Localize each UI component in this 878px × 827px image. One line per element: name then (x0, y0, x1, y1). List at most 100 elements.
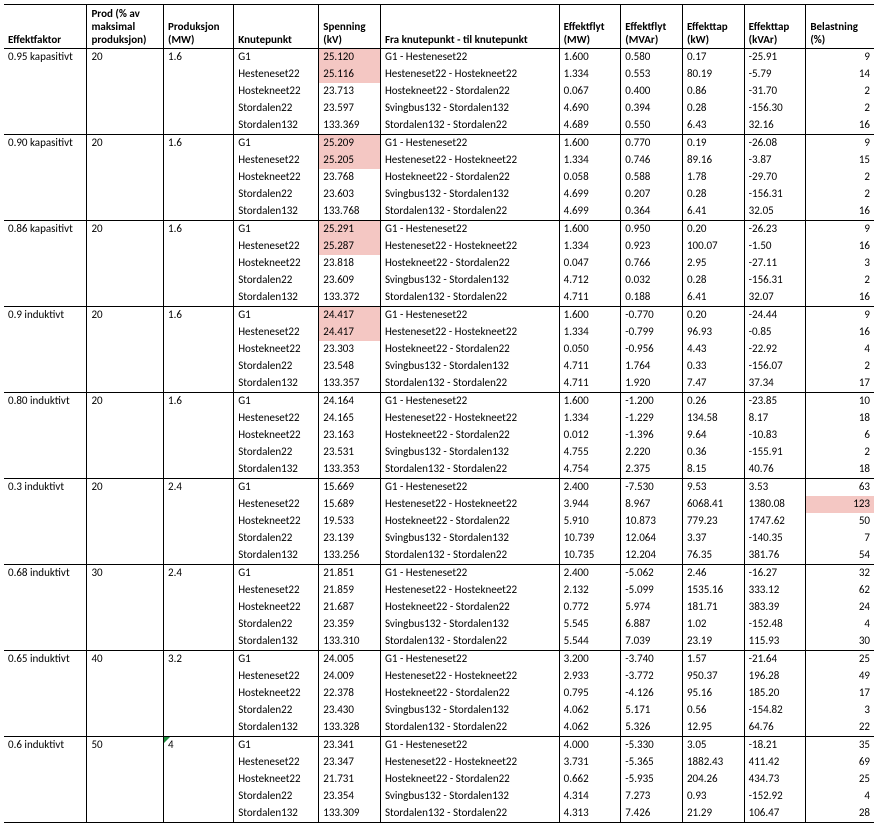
cell-fra-til: Hostekneet22 - Stordalen22 (380, 341, 559, 358)
cell-belastning: 17 (806, 685, 874, 702)
cell-effekttap-kvar: 434.73 (744, 771, 806, 788)
cell-prod-mw: 2.4 (164, 479, 234, 497)
cell-knutepunkt: Hostekneet22 (234, 341, 319, 358)
cell-prod-pct (87, 461, 164, 479)
cell-effektflyt-mvar: 0.188 (621, 289, 683, 307)
cell-fra-til: Hesteneset22 - Hostekneet22 (380, 582, 559, 599)
cell-belastning: 32 (806, 565, 874, 583)
cell-effektfaktor (4, 289, 87, 307)
cell-knutepunkt: Hesteneset22 (234, 66, 319, 83)
cell-knutepunkt: Hostekneet22 (234, 513, 319, 530)
cell-effektflyt-mw: 1.600 (559, 49, 621, 67)
cell-knutepunkt: Stordalen22 (234, 616, 319, 633)
cell-prod-pct (87, 719, 164, 737)
cell-effektflyt-mw: 10.739 (559, 530, 621, 547)
table-row: Hesteneset2224.009Hesteneset22 - Hostekn… (4, 668, 874, 685)
cell-fra-til: Hostekneet22 - Stordalen22 (380, 685, 559, 702)
cell-fra-til: Svingbus132 - Stordalen132 (380, 272, 559, 289)
cell-belastning: 2 (806, 169, 874, 186)
cell-effektflyt-mw: 4.711 (559, 375, 621, 393)
cell-prod-pct (87, 289, 164, 307)
cell-effektfaktor (4, 358, 87, 375)
cell-prod-pct (87, 754, 164, 771)
cell-effekttap-kvar: -3.87 (744, 152, 806, 169)
table-row: Stordalen2223.139Svingbus132 - Stordalen… (4, 530, 874, 547)
cell-effektfaktor (4, 496, 87, 513)
cell-spenning: 24.005 (319, 651, 381, 669)
cell-knutepunkt: G1 (234, 479, 319, 497)
cell-effektfaktor (4, 788, 87, 805)
cell-knutepunkt: Hesteneset22 (234, 238, 319, 255)
table-row: Stordalen2223.359Svingbus132 - Stordalen… (4, 616, 874, 633)
header-row: Effektfaktor Prod (% av maksimal produks… (4, 5, 874, 49)
table-row: Hostekneet2221.731Hostekneet22 - Stordal… (4, 771, 874, 788)
cell-effektflyt-mvar: 6.887 (621, 616, 683, 633)
cell-belastning: 2 (806, 186, 874, 203)
cell-belastning: 6 (806, 427, 874, 444)
cell-prod-mw (164, 496, 234, 513)
cell-belastning: 9 (806, 307, 874, 325)
cell-prod-pct (87, 238, 164, 255)
cell-effektflyt-mw: 4.712 (559, 272, 621, 289)
cell-effekttap-kvar: -26.08 (744, 135, 806, 153)
cell-knutepunkt: Stordalen132 (234, 289, 319, 307)
cell-effektflyt-mvar: 0.746 (621, 152, 683, 169)
cell-fra-til: G1 - Hesteneset22 (380, 393, 559, 411)
cell-effektfaktor (4, 186, 87, 203)
cell-spenning: 15.669 (319, 479, 381, 497)
cell-effekttap-kvar: 3.53 (744, 479, 806, 497)
cell-belastning: 3 (806, 255, 874, 272)
cell-effektflyt-mvar: 0.766 (621, 255, 683, 272)
cell-effektflyt-mvar: -1.200 (621, 393, 683, 411)
cell-prod-mw (164, 203, 234, 221)
table-row: Hostekneet2223.163Hostekneet22 - Stordal… (4, 427, 874, 444)
table-row: Stordalen132133.372Stordalen132 - Storda… (4, 289, 874, 307)
cell-knutepunkt: G1 (234, 307, 319, 325)
table-row: Hostekneet2221.687Hostekneet22 - Stordal… (4, 599, 874, 616)
cell-effektflyt-mw: 1.334 (559, 238, 621, 255)
cell-belastning: 62 (806, 582, 874, 599)
cell-prod-mw (164, 152, 234, 169)
cell-effekttap-kvar: 411.42 (744, 754, 806, 771)
table-row: Hesteneset2225.287Hesteneset22 - Hostekn… (4, 238, 874, 255)
cell-effektflyt-mw: 0.012 (559, 427, 621, 444)
cell-fra-til: Stordalen132 - Stordalen22 (380, 719, 559, 737)
cell-spenning: 23.341 (319, 737, 381, 755)
cell-effektfaktor (4, 324, 87, 341)
cell-knutepunkt: Stordalen132 (234, 719, 319, 737)
cell-effektfaktor (4, 66, 87, 83)
cell-effektflyt-mvar: 7.426 (621, 805, 683, 823)
cell-effektflyt-mvar: 2.220 (621, 444, 683, 461)
cell-knutepunkt: Stordalen22 (234, 186, 319, 203)
cell-effektflyt-mw: 4.711 (559, 358, 621, 375)
h-belastning: Belastning (%) (806, 5, 874, 49)
cell-spenning: 23.609 (319, 272, 381, 289)
cell-prod-pct: 50 (87, 737, 164, 755)
cell-effektflyt-mvar: -0.770 (621, 307, 683, 325)
cell-prod-mw (164, 633, 234, 651)
cell-effekttap-kvar: -156.30 (744, 100, 806, 117)
cell-effekttap-kw: 0.86 (682, 83, 744, 100)
cell-effektflyt-mw: 4.755 (559, 444, 621, 461)
cell-belastning: 30 (806, 633, 874, 651)
cell-spenning: 133.309 (319, 805, 381, 823)
cell-effekttap-kvar: -156.31 (744, 186, 806, 203)
cell-knutepunkt: Hesteneset22 (234, 668, 319, 685)
cell-effektflyt-mw: 4.314 (559, 788, 621, 805)
cell-spenning: 25.116 (319, 66, 381, 83)
cell-effektflyt-mvar: -5.935 (621, 771, 683, 788)
cell-spenning: 23.548 (319, 358, 381, 375)
cell-belastning: 25 (806, 771, 874, 788)
cell-prod-mw (164, 754, 234, 771)
cell-knutepunkt: Hostekneet22 (234, 427, 319, 444)
cell-effektflyt-mw: 2.400 (559, 565, 621, 583)
cell-effekttap-kw: 95.16 (682, 685, 744, 702)
h-prod-mw: Produksjon (MW) (164, 5, 234, 49)
cell-belastning: 2 (806, 444, 874, 461)
cell-prod-mw (164, 427, 234, 444)
cell-effekttap-kw: 1882.43 (682, 754, 744, 771)
cell-prod-mw (164, 255, 234, 272)
cell-effektfaktor (4, 754, 87, 771)
cell-fra-til: Svingbus132 - Stordalen132 (380, 444, 559, 461)
h-effektflyt-mvar: Effektflyt (MVAr) (621, 5, 683, 49)
